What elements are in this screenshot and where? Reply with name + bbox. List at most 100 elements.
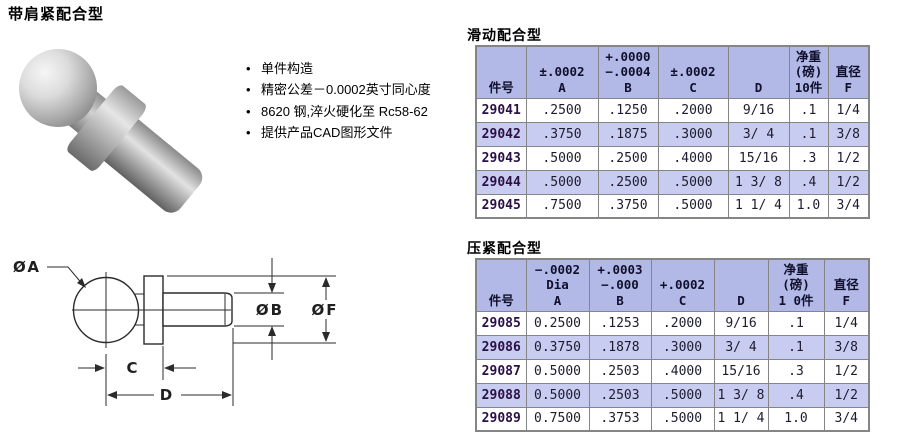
table-row: 29088 0.5000.2503.5000 1 3/ 8.4 1/2 (475, 382, 870, 408)
value-cell: .5000 (657, 169, 729, 195)
part-number-cell: 29087 (475, 358, 527, 384)
value-cell: 1/2 (827, 169, 870, 195)
value-cell: .3 (788, 145, 829, 171)
value-cell: .1253 (588, 310, 652, 336)
feature-item: 8620 钢,淬火硬化至 Rc58-62 (244, 103, 444, 122)
value-cell: .3 (767, 358, 825, 384)
table-row: 29045.7500.3750.5000 1 1/ 4 1.0 3/4 (475, 193, 870, 219)
value-cell: 3/4 (823, 406, 870, 432)
value-cell: .2500 (525, 97, 599, 123)
column-header: 件号 (475, 258, 527, 312)
value-cell: .1 (767, 334, 825, 360)
value-cell: 3/ 4 (727, 121, 790, 147)
feature-list: 单件构造精密公差－0.0002英寸同心度 8620 钢,淬火硬化至 Rc58-62… (244, 60, 444, 146)
dim-label-c: C (126, 359, 139, 377)
value-cell: .3750 (525, 121, 599, 147)
value-cell: 1.0 (767, 406, 825, 432)
value-cell: .2503 (588, 358, 652, 384)
column-header: ±.0002 A (525, 45, 599, 99)
value-cell: .5000 (525, 145, 599, 171)
table-row: 29041.2500.1250.2000 9/16.1 1/4 (475, 97, 870, 123)
column-header: D (713, 258, 769, 312)
value-cell: 1 1/ 4 (727, 193, 790, 219)
value-cell: .7500 (525, 193, 599, 219)
sliding-fit-table: 件号 ±.0002 A +.0000 −.0004 B ±.0002 C D 净重 (磅) 10件 直径… (475, 45, 870, 219)
value-cell: .4000 (650, 358, 715, 384)
column-header: D (727, 45, 790, 99)
value-cell: .2503 (588, 382, 652, 408)
value-cell: 0.3750 (525, 334, 590, 360)
part-number-cell: 29043 (475, 145, 527, 171)
value-cell: 1/2 (823, 358, 870, 384)
value-cell: 0.5000 (525, 358, 590, 384)
part-number-cell: 29089 (475, 406, 527, 432)
value-cell: .2500 (597, 169, 659, 195)
header-row: 件号 ±.0002 A +.0000 −.0004 B ±.0002 C D 净重 (磅) 10件 直径… (475, 45, 870, 99)
dim-label-d: D (160, 386, 174, 404)
table-row: 29044.5000.2500.5000 1 3/ 8.4 1/2 (475, 169, 870, 195)
value-cell: 1 3/ 8 (713, 382, 769, 408)
value-cell: .5000 (650, 382, 715, 408)
product-photo (10, 42, 240, 242)
dimension-drawing: ØA ØB ØF C D (13, 258, 339, 406)
value-cell: 1/4 (827, 97, 870, 123)
value-cell: 15/16 (713, 358, 769, 384)
column-header: −.0002 Dia A (525, 258, 590, 312)
part-number-cell: 29086 (475, 334, 527, 360)
press-fit-table: 件号 −.0002 Dia A +.0003 −.000 B +.0002 C D 净重 (磅) 1 0… (475, 258, 870, 432)
sliding-fit-table-title: 滑动配合型 (467, 27, 542, 43)
value-cell: .5000 (650, 406, 715, 432)
feature-item: 单件构造 (244, 60, 444, 79)
value-cell: 1.0 (788, 193, 829, 219)
value-cell: 1/2 (823, 382, 870, 408)
dim-label-dia-f: ØF (312, 301, 339, 319)
part-number-cell: 29041 (475, 97, 527, 123)
value-cell: 3/8 (827, 121, 870, 147)
column-header: 件号 (475, 45, 527, 99)
value-cell: .3000 (657, 121, 729, 147)
table-row: 29042.3750.1875.3000 3/ 4.1 3/8 (475, 121, 870, 147)
value-cell: .4000 (657, 145, 729, 171)
value-cell: .1875 (597, 121, 659, 147)
value-cell: .5000 (657, 193, 729, 219)
value-cell: .1 (767, 310, 825, 336)
column-header: 净重 (磅) 10件 (788, 45, 829, 99)
photo-ball (19, 49, 97, 127)
column-header: +.0002 C (650, 258, 715, 312)
value-cell: 1 1/ 4 (713, 406, 769, 432)
table-row: 29086 0.3750.1878.3000 3/ 4.1 3/8 (475, 334, 870, 360)
dim-label-dia-a: ØA (13, 258, 41, 276)
part-number-cell: 29088 (475, 382, 527, 408)
value-cell: .5000 (525, 169, 599, 195)
value-cell: 3/4 (827, 193, 870, 219)
column-header: 直径 F (827, 45, 870, 99)
value-cell: 0.2500 (525, 310, 590, 336)
value-cell: .3753 (588, 406, 652, 432)
value-cell: 1/4 (823, 310, 870, 336)
value-cell: 1/2 (827, 145, 870, 171)
value-cell: 9/16 (713, 310, 769, 336)
value-cell: .3000 (650, 334, 715, 360)
value-cell: .1250 (597, 97, 659, 123)
part-number-cell: 29045 (475, 193, 527, 219)
value-cell: 15/16 (727, 145, 790, 171)
column-header: +.0003 −.000 B (588, 258, 652, 312)
value-cell: .2500 (597, 145, 659, 171)
column-header: 净重 (磅) 1 0件 (767, 258, 825, 312)
value-cell: 3/ 4 (713, 334, 769, 360)
part-number-cell: 29042 (475, 121, 527, 147)
column-header: ±.0002 C (657, 45, 729, 99)
column-header: +.0000 −.0004 B (597, 45, 659, 99)
dim-label-dia-b: ØB (256, 301, 284, 319)
value-cell: .4 (788, 169, 829, 195)
value-cell: .2000 (650, 310, 715, 336)
value-cell: 9/16 (727, 97, 790, 123)
part-number-cell: 29085 (475, 310, 527, 336)
value-cell: .2000 (657, 97, 729, 123)
feature-item: 提供产品CAD图形文件 (244, 124, 444, 143)
feature-item: 精密公差－0.0002英寸同心度 (244, 81, 444, 100)
value-cell: 0.7500 (525, 406, 590, 432)
table-row: 29085 0.2500.1253.2000 9/16.1 1/4 (475, 310, 870, 336)
value-cell: 3/8 (823, 334, 870, 360)
press-fit-table-title: 压紧配合型 (467, 240, 542, 256)
